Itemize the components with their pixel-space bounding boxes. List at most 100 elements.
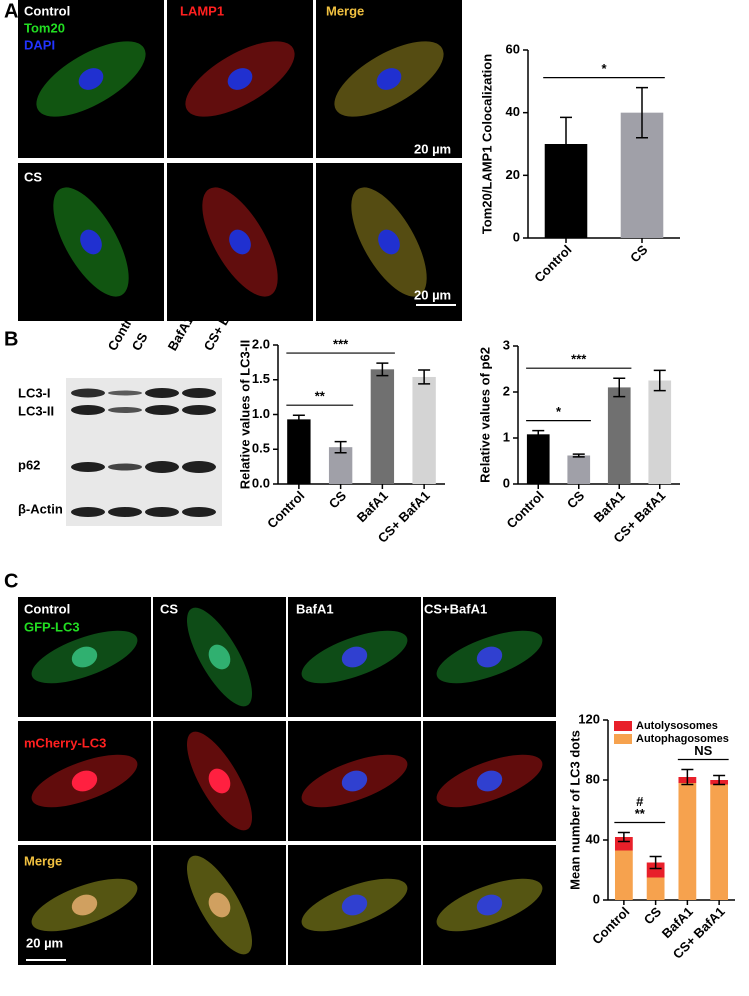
bar	[412, 376, 436, 484]
nucleus	[378, 229, 400, 255]
x-tick-label: BafA1	[591, 488, 628, 525]
y-tick-label: 0.5	[252, 441, 270, 456]
error-bar	[572, 453, 585, 458]
lane-label: CS	[129, 330, 151, 353]
image-label: mCherry-LC3	[24, 735, 106, 750]
y-tick-label: 20	[506, 167, 520, 182]
panel-letter: A	[4, 0, 18, 22]
bar	[370, 369, 395, 484]
image-label: DAPI	[24, 37, 55, 52]
blot-band	[182, 507, 216, 517]
images	[18, 0, 556, 965]
y-axis-label: Mean number of LC3 dots	[567, 730, 582, 890]
nucleus	[208, 644, 231, 670]
y-tick-label: 0.0	[252, 475, 270, 490]
blot-band	[182, 461, 216, 473]
y-axis-label: Tom20/LAMP1 Colocalization	[479, 54, 494, 234]
scale-bar-label: 20 µm	[414, 141, 451, 156]
blot-band	[182, 405, 216, 415]
significance-label: *	[556, 404, 562, 419]
y-tick-label: 2	[503, 383, 510, 398]
y-tick-label: 1.0	[252, 406, 270, 421]
scale-bar-label: 20 µm	[414, 287, 451, 302]
x-tick-label: Control	[531, 242, 574, 285]
blot-band	[145, 507, 179, 517]
blot-band	[108, 390, 142, 396]
nucleus	[341, 646, 368, 668]
bar	[607, 387, 631, 484]
image-label: Control	[24, 601, 70, 616]
significance-label: **	[315, 389, 326, 404]
nucleus	[341, 770, 368, 792]
error-bar	[636, 86, 648, 139]
nucleus	[71, 894, 98, 916]
blot-band	[71, 405, 105, 415]
nucleus	[476, 646, 503, 668]
error-bar	[418, 369, 431, 385]
image-label: BafA1	[296, 601, 334, 616]
significance-label: ***	[333, 337, 349, 352]
blot-band	[108, 407, 142, 413]
blot-band	[145, 461, 179, 473]
y-tick-label: 0	[503, 475, 510, 490]
error-bar	[653, 369, 666, 392]
y-tick-label: 120	[578, 711, 600, 726]
image-label: CS	[160, 601, 178, 616]
x-tick-label: Control	[264, 488, 307, 531]
x-tick-label: CS	[627, 242, 651, 266]
row-label: p62	[18, 457, 40, 472]
blot-band	[108, 507, 142, 517]
blot-band	[108, 463, 142, 471]
panel-letter: C	[4, 570, 18, 592]
image-label: LAMP1	[180, 3, 224, 18]
nucleus	[476, 894, 503, 916]
x-tick-label: Control	[504, 488, 547, 531]
error-bar	[713, 774, 726, 786]
y-axis-label: Relative values of p62	[477, 347, 492, 483]
image-label: GFP-LC3	[24, 619, 80, 634]
significance-label: ***	[571, 352, 587, 367]
error-bar	[334, 440, 347, 454]
row-label: LC3-I	[18, 385, 51, 400]
panel-letter: B	[4, 328, 18, 350]
nucleus	[229, 229, 251, 255]
error-bar	[617, 831, 630, 843]
image-label: Tom20	[24, 20, 65, 35]
blot-band	[71, 462, 105, 472]
y-tick-label: 60	[506, 41, 520, 56]
blot-band	[182, 388, 216, 398]
error-bar	[532, 429, 545, 439]
bar	[567, 455, 591, 484]
blot-band	[71, 507, 105, 517]
bar-segment	[614, 850, 633, 900]
legend-label: Autophagosomes	[636, 733, 729, 745]
blot-band	[145, 388, 179, 398]
legend-swatch	[614, 734, 632, 744]
error-bar	[560, 116, 572, 172]
blot-band	[145, 405, 179, 415]
error-bar	[613, 377, 626, 398]
bar	[526, 434, 550, 484]
y-tick-label: 3	[503, 337, 510, 352]
x-tick-label: CS	[564, 488, 588, 512]
y-tick-label: 1.5	[252, 371, 270, 386]
image-label: Merge	[24, 853, 62, 868]
legend-label: Autolysosomes	[636, 720, 718, 732]
blot-band	[71, 388, 105, 398]
error-bar	[649, 855, 662, 870]
bar-segment	[678, 783, 697, 900]
bar-segment	[614, 837, 633, 851]
nucleus	[71, 646, 98, 668]
nucleus	[476, 770, 503, 792]
y-tick-label: 80	[586, 771, 600, 786]
y-axis-label: Relative values of LC3-II	[237, 340, 252, 490]
significance-label: **	[635, 806, 646, 821]
nucleus	[227, 68, 253, 90]
scale-bar-label: 20 µm	[26, 935, 63, 950]
y-tick-label: 1	[503, 429, 510, 444]
legend-swatch	[614, 721, 632, 731]
bar	[648, 380, 672, 484]
error-bar	[681, 768, 694, 786]
bar-segment	[646, 862, 665, 878]
